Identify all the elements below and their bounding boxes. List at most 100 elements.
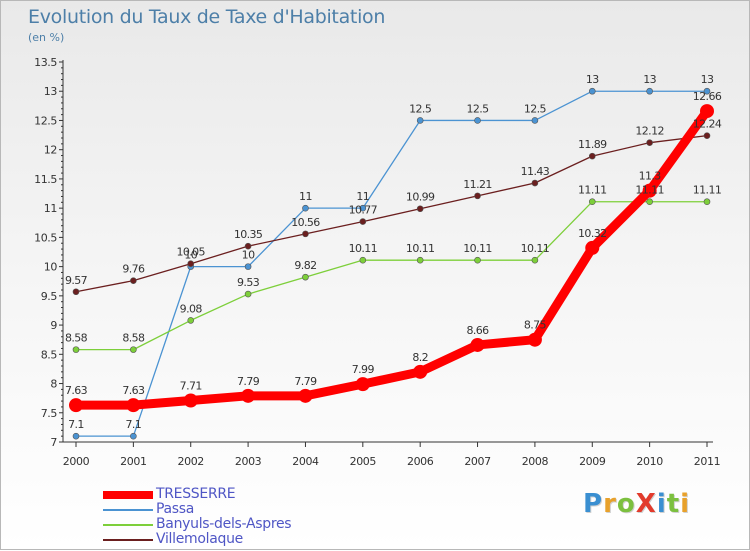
data-label: 11.89 [578,138,607,151]
data-label: 11 [356,190,369,203]
data-label: 13 [586,73,599,86]
data-point [703,87,711,95]
x-tick-label: 2003 [235,455,262,468]
data-label: 10.56 [291,216,320,229]
legend-label: Banyuls-dels-Aspres [156,516,292,532]
logo-letter: i [656,489,667,519]
data-label: 11.11 [578,184,607,197]
data-label: 8.2 [412,351,428,364]
data-point [302,273,309,281]
data-point [244,263,252,270]
data-label: 7.71 [180,379,202,392]
x-tick-label: 2004 [292,455,319,468]
data-label: 11.21 [463,178,492,191]
data-point [130,346,137,353]
data-point [359,218,367,225]
data-label: 7.1 [126,418,142,431]
data-label: 7.99 [352,363,375,376]
data-point [244,242,252,250]
y-tick-label: 13 [44,85,58,98]
data-point [187,260,195,267]
x-tick-label: 2008 [522,455,549,468]
proxiti-logo: ProXiti [583,489,690,519]
logo-letter: t [666,489,681,519]
data-point [69,398,83,413]
data-point [531,117,539,124]
data-point [416,256,424,264]
data-label: 8.75 [524,319,547,332]
data-point [416,205,424,213]
data-point [72,346,80,353]
data-point [585,240,600,255]
data-point [130,277,137,284]
logo-letter: X [635,489,657,519]
y-tick-label: 12 [44,144,57,157]
x-tick-label: 2010 [636,455,663,468]
data-point [531,256,539,264]
data-point [474,192,481,200]
chart-subtitle: (en %) [28,31,65,44]
data-label: 12.66 [693,90,722,103]
data-point [588,152,596,160]
legend-swatch [103,524,153,526]
data-label: 7.63 [65,384,88,397]
y-tick-label: 8.5 [41,348,58,361]
data-label: 12.5 [524,102,547,115]
data-point [359,204,367,212]
data-label: 9.82 [294,259,316,272]
data-label: 10.11 [349,242,378,255]
legend-swatch [103,491,153,499]
data-point [588,198,596,206]
data-label: 10.11 [406,242,435,255]
y-tick-label: 10 [44,261,58,274]
data-label: 9.76 [122,263,145,276]
data-label: 11.11 [635,184,664,197]
y-tick-label: 11.5 [34,173,57,186]
legend-swatch [103,509,153,511]
x-tick-label: 2006 [407,455,434,468]
data-point [359,256,367,264]
data-label: 11 [299,190,312,203]
data-point [703,132,711,139]
y-tick-label: 12.5 [34,114,57,127]
axes: 7 7.5 8 8.5 9 9.5 10 10.5 11 11.5 12 12.5 13 13.5 2000… [34,56,721,468]
data-point [646,139,653,146]
y-tick-label: 13.5 [34,56,57,69]
data-label: 7.63 [122,384,145,397]
data-point [413,364,428,379]
data-label: 7.79 [294,375,317,388]
data-point [700,104,714,119]
data-label: 10 [242,249,255,262]
data-point [646,87,653,95]
data-point [72,288,80,296]
data-label: 7.79 [237,375,260,388]
x-tick-label: 2001 [120,455,146,468]
y-tick-label: 9 [50,319,57,332]
data-label: 10.11 [463,242,492,255]
series-line [75,135,708,293]
data-label: 12.12 [635,125,664,138]
data-point [646,198,653,206]
data-point [531,179,539,187]
data-point [241,388,256,403]
legend-label: Villemolaque [156,531,243,547]
data-point [302,204,309,212]
data-label: 9.53 [237,276,260,289]
x-tick-label: 2007 [464,455,491,468]
data-point [126,398,141,413]
data-point [474,117,481,124]
data-label: 9.57 [65,274,88,287]
data-label: 12.24 [693,118,722,131]
logo-letter: r [603,489,617,519]
data-label: 11.11 [693,184,722,197]
y-tick-label: 8 [50,378,57,391]
data-label: 13 [643,73,656,86]
data-label: 9.08 [180,302,203,315]
data-point [187,317,195,324]
data-label: 10.05 [176,246,205,259]
series-line [76,201,707,351]
data-point [298,388,313,403]
data-point [244,290,252,298]
